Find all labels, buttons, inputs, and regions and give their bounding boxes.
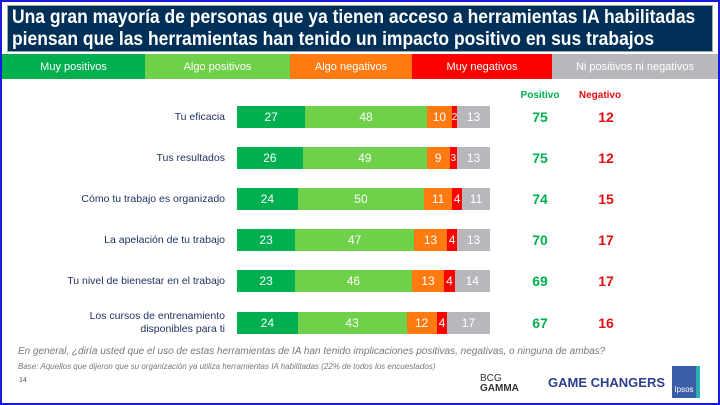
bcg-gamma-logo: BCG GAMMA [480,373,519,394]
bar-segment: 24 [237,188,298,211]
negativo-value: 17 [598,273,614,290]
positivo-value: 75 [532,109,548,125]
bar-segment: 4 [452,188,463,211]
bar-segment: 46 [295,270,412,293]
bar-segment: 9 [426,147,450,170]
category-label: La apelación de tu trabajo [104,233,225,246]
negativo-header: Negativo [578,90,622,101]
game-changers-logo: GAME CHANGERS [548,375,666,390]
bar-segment: 17 [446,311,490,334]
base-note: Base: Aquellos que dijeron que su organi… [18,362,436,371]
bar-segment: 10 [426,106,453,128]
bar-segment: 24 [237,311,298,334]
legend: Muy positivos Algo positivos Algo negativo… [2,54,718,79]
bar-segment: 13 [457,229,490,252]
page-number: 14 [19,377,27,384]
bar-segment: 3 [449,147,458,170]
bar-segment: 43 [297,311,407,334]
legend-item: Algo positivos [145,54,290,79]
negativo-value: 17 [598,232,614,249]
negativo-value: 16 [598,314,614,331]
positivo-value: 75 [532,150,548,167]
bar-segment: 26 [237,147,303,170]
bar-row: 23 46 13 4 14 [237,270,490,293]
bar-row: 24 43 12 4 17 [237,311,490,334]
category-label: Tus resultados [156,151,225,164]
bar-segment: 47 [295,229,415,252]
bar-segment: 12 [406,311,437,334]
bar-segment: 11 [424,188,453,211]
bar-segment: 11 [462,188,490,211]
bar-row: 27 48 10 2 13 [237,106,490,128]
bar-segment: 50 [297,188,425,211]
bar-segment: 48 [305,106,427,128]
bar-segment: 13 [457,106,490,128]
bar-segment: 27 [237,106,306,128]
slide-title: Una gran mayoría de personas que ya tien… [12,7,696,50]
bar-row: 26 49 9 3 13 [237,147,490,170]
legend-item: Algo negativos [290,54,412,79]
negativo-value: 15 [598,191,614,208]
bar-row: 24 50 11 4 11 [237,188,490,211]
bar-segment: 13 [411,270,445,293]
positivo-value: 67 [532,314,548,331]
slide-title-box: Una gran mayoría de personas que ya tien… [7,5,713,52]
bar-segment: 23 [237,270,296,293]
ipsos-logo: Ipsos [672,366,700,398]
bar-segment: 13 [414,229,447,252]
bar-segment: 4 [436,311,447,334]
bar-segment: 4 [444,270,455,293]
category-label: Cómo tu trabajo es organizado [81,192,225,205]
bar-segment: 23 [237,229,296,252]
bar-segment: 14 [454,270,490,293]
bar-row: 23 47 13 4 13 [237,229,490,252]
positivo-header: Positivo [520,90,560,101]
legend-item: Muy negativos [412,54,552,79]
category-label: Los cursos de entrenamiento disponibles p… [89,309,225,335]
positivo-value: 70 [532,232,548,249]
category-label: Tu nivel de bienestar en el trabajo [67,274,225,287]
negativo-value: 12 [598,150,614,167]
positivo-value: 69 [532,273,548,290]
bar-segment: 49 [302,147,427,170]
negativo-value: 12 [598,109,614,125]
category-label: Tu eficacia [174,110,225,123]
survey-question: En general, ¿diría usted que el uso de e… [18,346,606,357]
legend-item: Muy positivos [2,54,145,79]
bar-segment: 2 [452,106,457,128]
bar-segment: 4 [446,229,458,252]
positivo-value: 74 [532,191,548,208]
bar-segment: 13 [457,147,490,170]
legend-item: Ni positivos ni negativos [552,54,718,79]
